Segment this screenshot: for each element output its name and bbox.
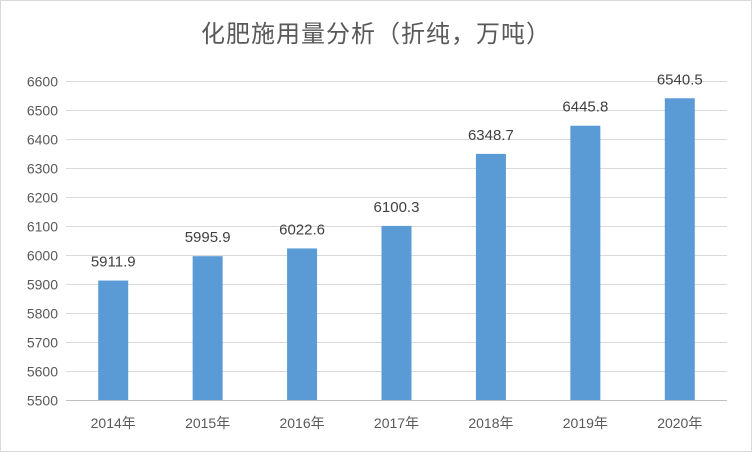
y-tick-label: 5800	[27, 306, 58, 322]
data-label: 6022.6	[279, 221, 325, 238]
x-tick-label: 2015年	[185, 415, 230, 431]
y-tick-label: 6600	[27, 74, 58, 90]
y-tick-label: 6300	[27, 161, 58, 177]
y-tick-label: 6000	[27, 248, 58, 264]
x-tick-label: 2017年	[374, 415, 419, 431]
y-tick-label: 5700	[27, 335, 58, 351]
bar	[475, 153, 506, 400]
data-label: 5995.9	[185, 229, 231, 246]
bar	[664, 98, 695, 400]
bar	[570, 125, 601, 400]
data-label: 5911.9	[91, 254, 136, 271]
bar	[98, 280, 129, 400]
y-tick-label: 5600	[27, 364, 58, 380]
y-tick-label: 5500	[27, 393, 58, 409]
bar	[287, 248, 318, 400]
y-tick-label: 6100	[27, 219, 58, 235]
y-tick-label: 6500	[27, 103, 58, 119]
y-tick-label: 6400	[27, 132, 58, 148]
data-label: 6445.8	[562, 99, 608, 116]
chart-title: 化肥施用量分析（折纯，万吨）	[201, 20, 551, 48]
y-tick-label: 6200	[27, 190, 58, 206]
x-tick-label: 2016年	[279, 415, 324, 431]
data-label: 6100.3	[374, 199, 420, 216]
data-label: 6348.7	[468, 127, 514, 144]
x-tick-label: 2018年	[468, 415, 513, 431]
x-tick-label: 2014年	[91, 415, 136, 431]
x-tick-label: 2019年	[563, 415, 608, 431]
data-label: 6540.5	[657, 71, 703, 88]
y-tick-label: 5900	[27, 277, 58, 293]
x-tick-label: 2020年	[657, 415, 702, 431]
bar	[381, 225, 412, 400]
bar	[192, 256, 223, 400]
